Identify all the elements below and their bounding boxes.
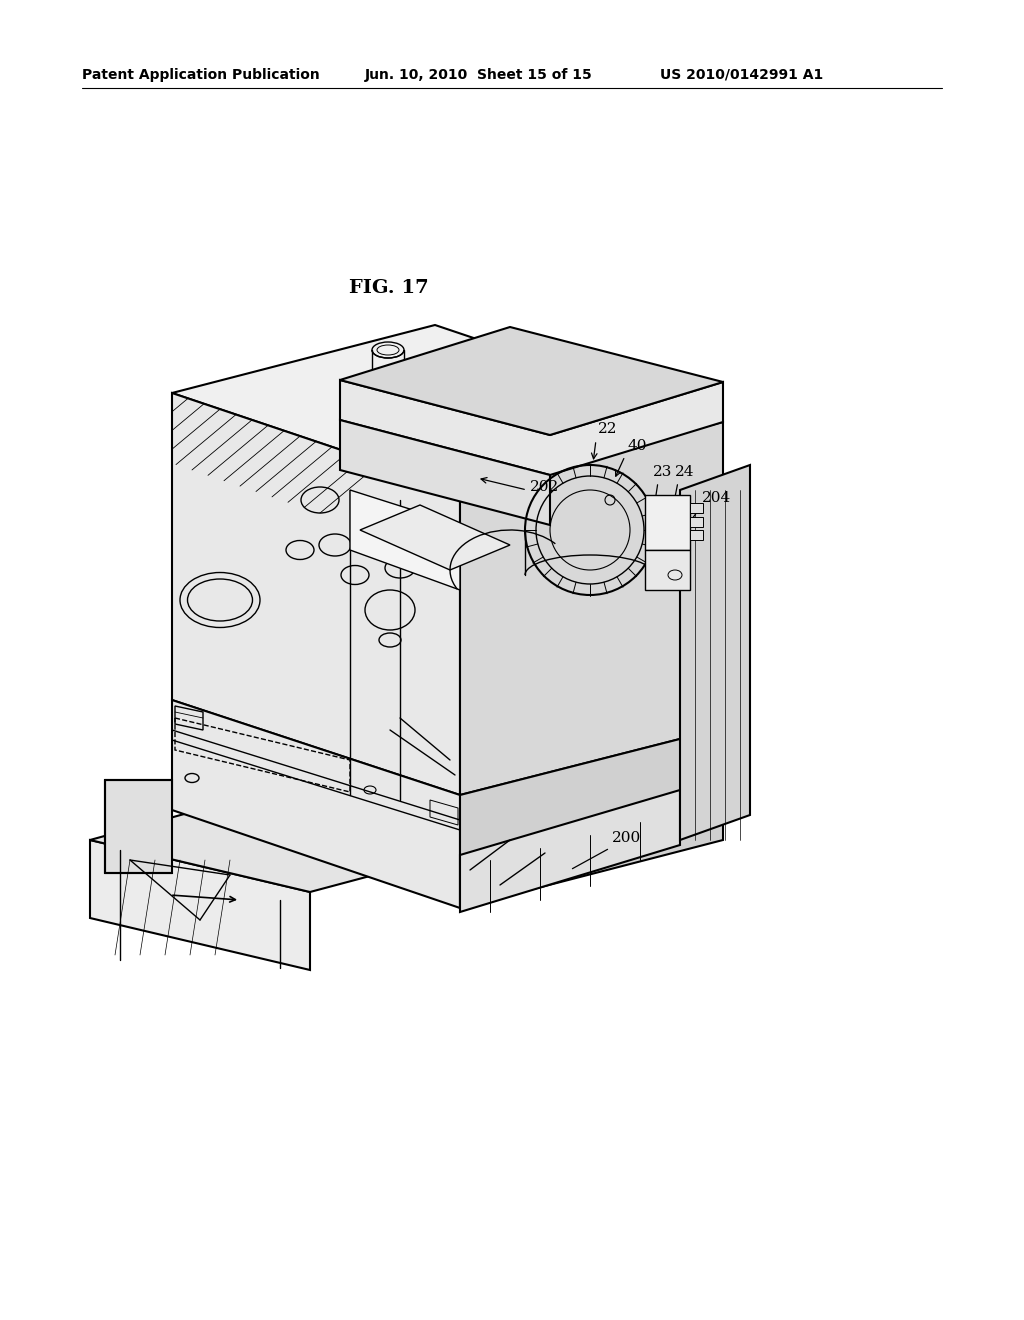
Polygon shape bbox=[105, 780, 172, 873]
Polygon shape bbox=[645, 495, 690, 550]
Polygon shape bbox=[690, 503, 703, 513]
Text: 204: 204 bbox=[702, 491, 731, 506]
Text: FIG. 17: FIG. 17 bbox=[349, 279, 429, 297]
Polygon shape bbox=[460, 729, 723, 908]
Polygon shape bbox=[690, 517, 703, 527]
Polygon shape bbox=[172, 393, 460, 795]
Text: 40: 40 bbox=[627, 440, 646, 453]
Text: 24: 24 bbox=[675, 465, 694, 479]
Text: 202: 202 bbox=[530, 480, 559, 494]
Polygon shape bbox=[680, 465, 750, 840]
Text: 200: 200 bbox=[612, 832, 641, 845]
Polygon shape bbox=[340, 327, 723, 436]
Polygon shape bbox=[690, 531, 703, 540]
Text: Patent Application Publication: Patent Application Publication bbox=[82, 69, 319, 82]
Text: Jun. 10, 2010  Sheet 15 of 15: Jun. 10, 2010 Sheet 15 of 15 bbox=[365, 69, 593, 82]
Polygon shape bbox=[645, 550, 690, 590]
Polygon shape bbox=[340, 420, 550, 525]
Polygon shape bbox=[360, 506, 510, 570]
Polygon shape bbox=[90, 840, 310, 970]
Polygon shape bbox=[460, 789, 680, 912]
Text: 23: 23 bbox=[653, 465, 673, 479]
Polygon shape bbox=[350, 490, 460, 590]
Polygon shape bbox=[460, 422, 723, 795]
Polygon shape bbox=[172, 325, 723, 490]
Polygon shape bbox=[340, 380, 723, 475]
Polygon shape bbox=[172, 700, 460, 908]
Polygon shape bbox=[90, 800, 460, 892]
Text: US 2010/0142991 A1: US 2010/0142991 A1 bbox=[660, 69, 823, 82]
Text: 22: 22 bbox=[598, 422, 617, 436]
